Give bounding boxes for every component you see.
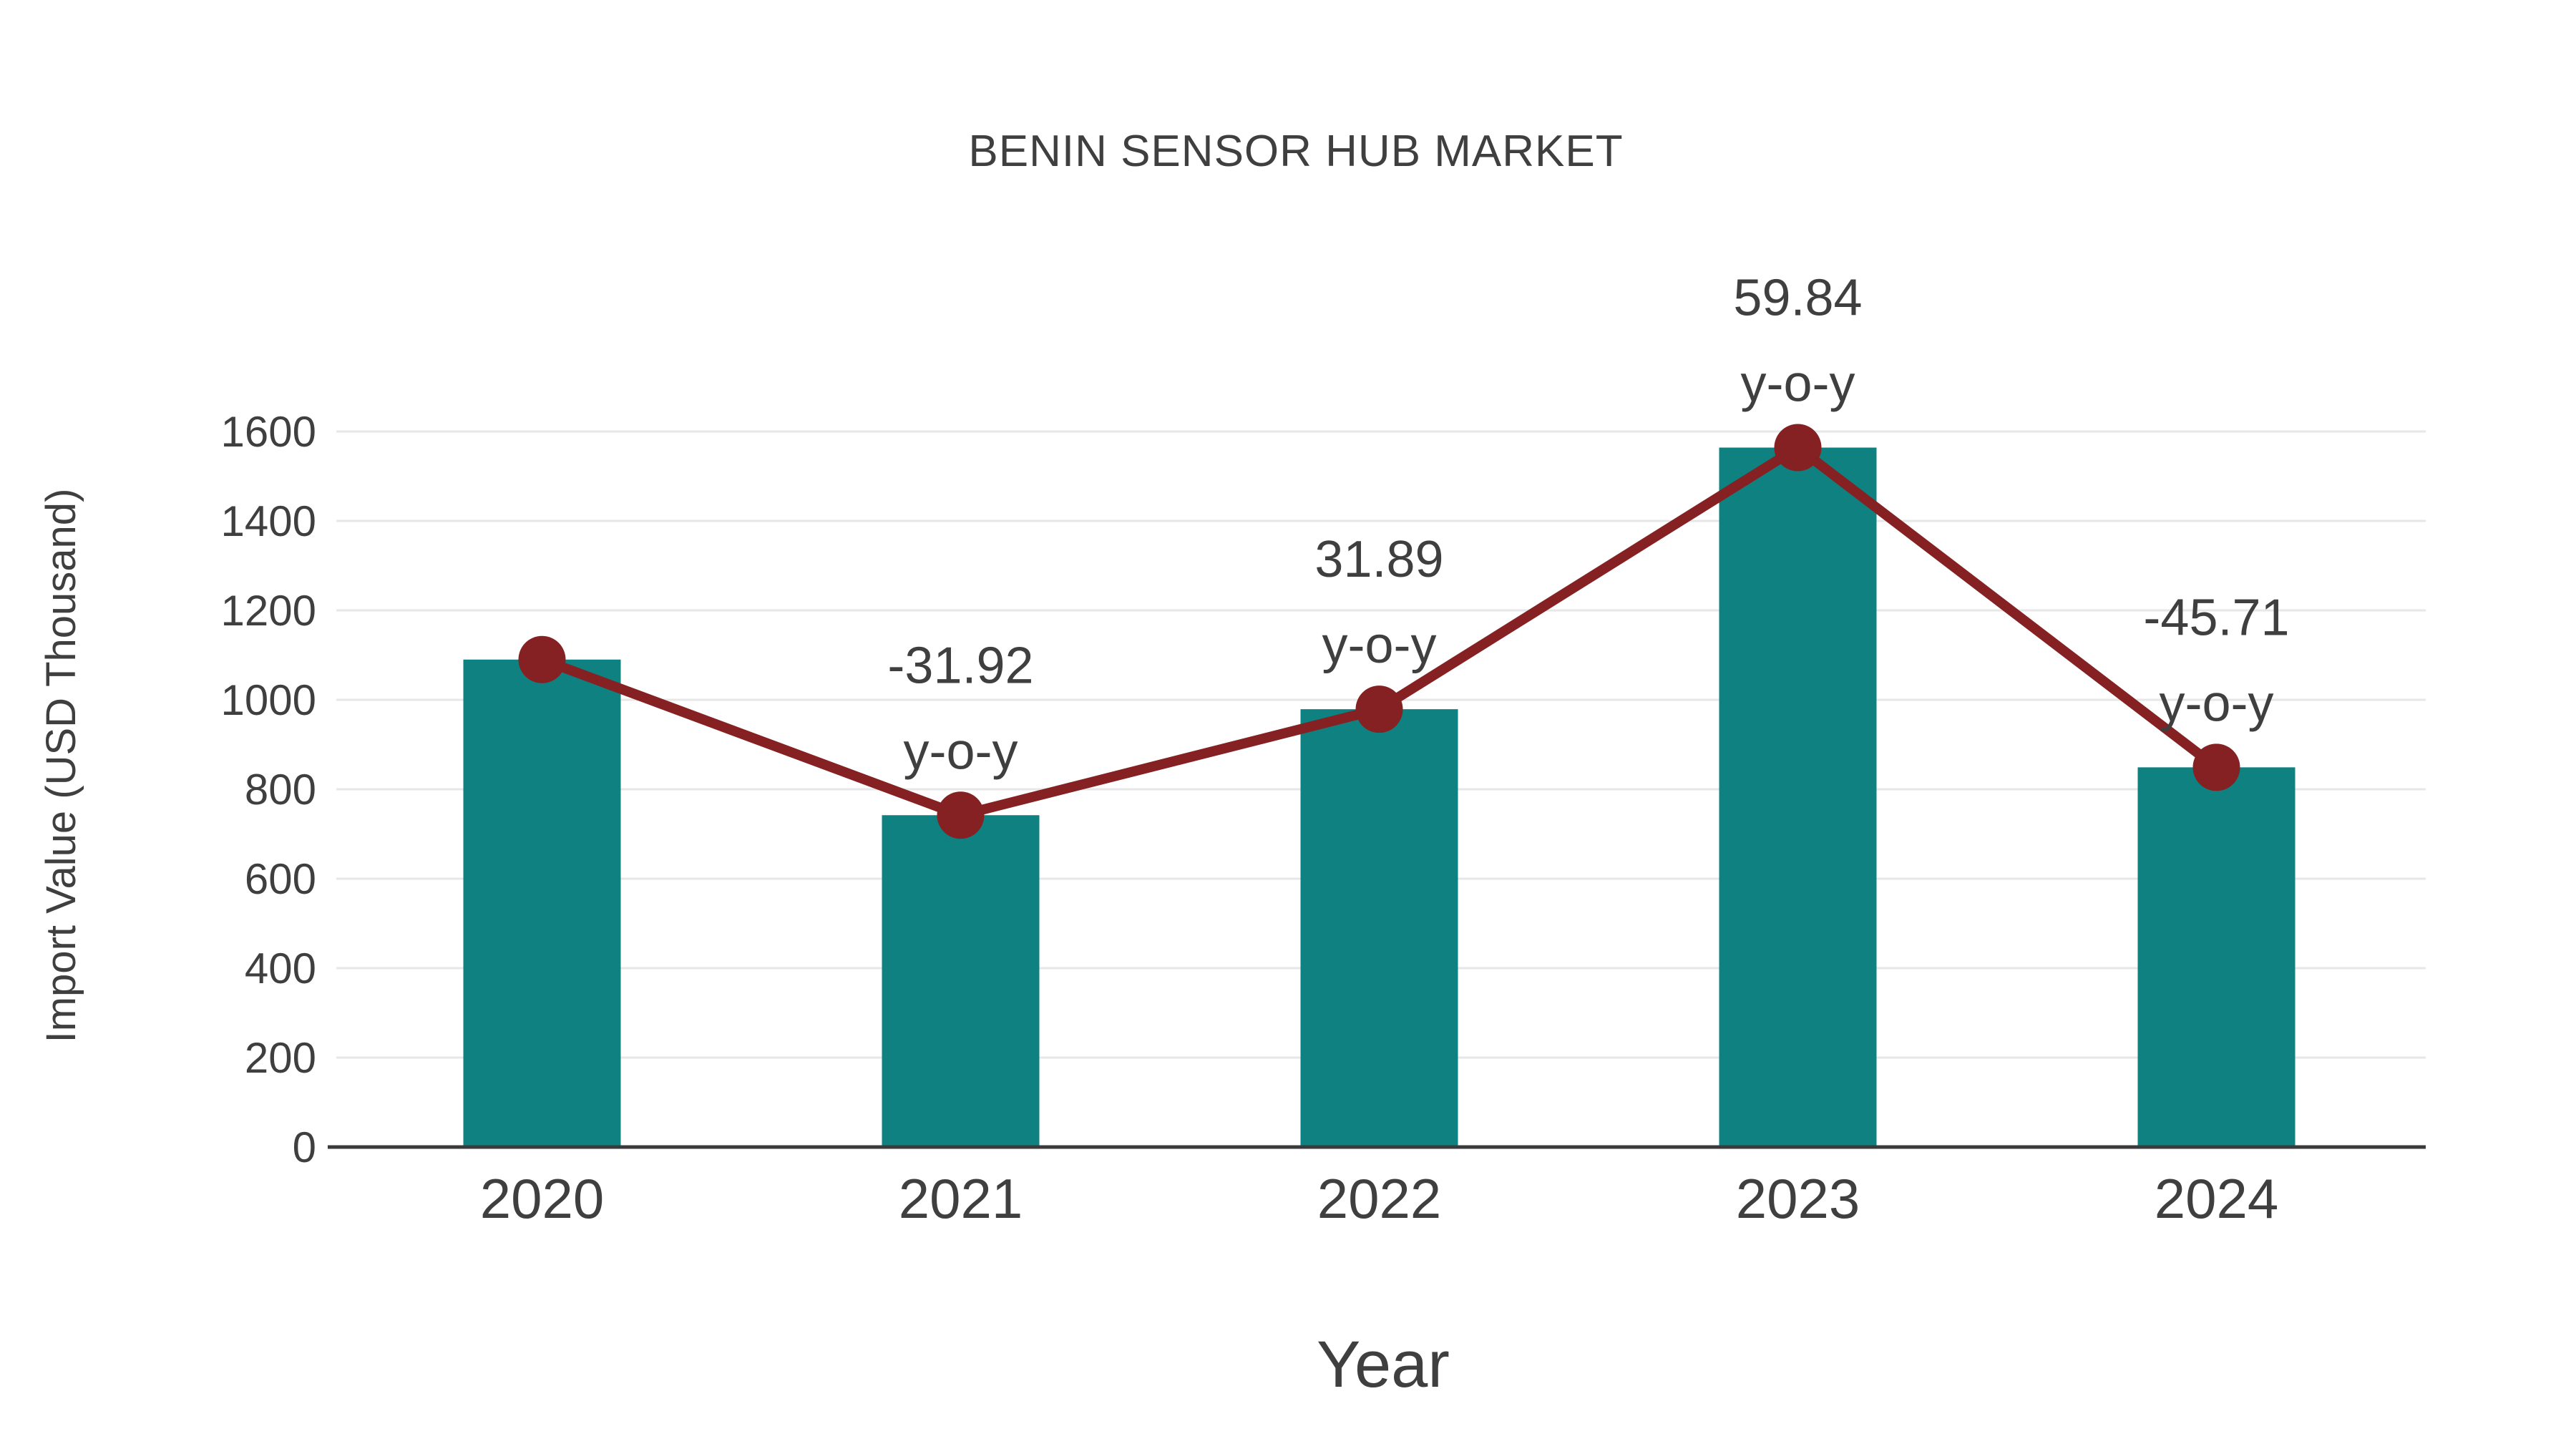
annotation-value: -31.92 bbox=[887, 637, 1033, 694]
y-tick-label: 1600 bbox=[221, 408, 316, 456]
annotation-yoy: y-o-y bbox=[1322, 617, 1437, 674]
x-tick-label: 2023 bbox=[1736, 1167, 1860, 1230]
y-tick-label: 1400 bbox=[221, 497, 316, 545]
y-tick-label: 1200 bbox=[221, 587, 316, 635]
annotation-value: 31.89 bbox=[1314, 531, 1443, 588]
y-axis-title: Import Value (USD Thousand) bbox=[38, 489, 84, 1043]
bar bbox=[1300, 709, 1458, 1147]
x-tick-label: 2021 bbox=[899, 1167, 1023, 1230]
annotation-value: 59.84 bbox=[1733, 270, 1862, 327]
bar bbox=[1719, 447, 1877, 1147]
line-marker bbox=[937, 791, 985, 839]
line-marker bbox=[1774, 424, 1822, 472]
line-marker bbox=[2192, 743, 2240, 791]
bar bbox=[463, 659, 621, 1147]
y-tick-label: 600 bbox=[245, 855, 316, 903]
annotation-yoy: y-o-y bbox=[2160, 675, 2274, 732]
annotation-yoy: y-o-y bbox=[904, 723, 1018, 780]
line-marker bbox=[1355, 686, 1403, 733]
x-tick-labels: 2020 2021 2022 2023 2024 bbox=[480, 1167, 2279, 1230]
x-axis-title: Year bbox=[1317, 1328, 1450, 1401]
annotations: -31.92 y-o-y 31.89 y-o-y 59.84 y-o-y -45.71 y-o… bbox=[887, 270, 2289, 781]
y-tick-labels: 0 200 400 600 800 1000 1200 1400 1600 bbox=[221, 408, 316, 1171]
line-markers bbox=[518, 424, 2240, 839]
chart-title: BENIN SENSOR HUB MARKET bbox=[968, 127, 1623, 176]
y-tick-label: 800 bbox=[245, 766, 316, 814]
x-tick-label: 2020 bbox=[480, 1167, 605, 1230]
y-tick-label: 1000 bbox=[221, 676, 316, 724]
y-tick-label: 200 bbox=[245, 1034, 316, 1082]
line-marker bbox=[518, 635, 566, 683]
bars bbox=[463, 447, 2296, 1147]
annotation-yoy: y-o-y bbox=[1741, 356, 1855, 413]
y-tick-label: 0 bbox=[293, 1123, 316, 1171]
bar bbox=[2137, 767, 2296, 1147]
x-tick-label: 2024 bbox=[2155, 1167, 2279, 1230]
bar bbox=[882, 815, 1040, 1147]
y-tick-label: 400 bbox=[245, 945, 316, 992]
x-tick-label: 2022 bbox=[1317, 1167, 1442, 1230]
annotation-value: -45.71 bbox=[2143, 589, 2289, 646]
